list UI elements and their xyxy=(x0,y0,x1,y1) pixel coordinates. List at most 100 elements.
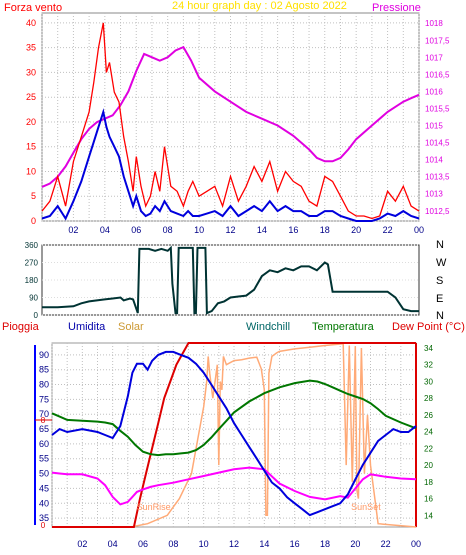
pressure-tick-label: 1017 xyxy=(425,53,443,62)
wind-line xyxy=(41,108,420,222)
compass-label: W xyxy=(436,257,447,269)
x-tick-label: 22 xyxy=(383,225,393,235)
direction-tick-label: 270 xyxy=(25,259,39,268)
temperature-tick-label: 32 xyxy=(424,361,433,370)
temperature-line xyxy=(51,379,417,457)
humidity-tick-label: 40 xyxy=(39,498,49,508)
x-tick-label: 06 xyxy=(138,539,148,549)
chart-title: 24 hour graph day : 02 Agosto 2022 xyxy=(172,0,347,12)
gust-line xyxy=(41,22,420,220)
legend-solar: Solar xyxy=(118,321,144,333)
humidity-temperature-panel: 3540455055606570758085901416182022242628… xyxy=(34,342,433,549)
humidity-tick-label: 90 xyxy=(39,350,49,360)
wind-axis-label: Forza vento xyxy=(4,2,62,14)
rain-line xyxy=(52,342,416,528)
x-tick-label: 04 xyxy=(100,225,110,235)
rain-tick-label: 0 xyxy=(41,521,46,530)
humidity-tick-label: 65 xyxy=(39,424,49,434)
pressure-tick-label: 1015,5 xyxy=(425,104,450,113)
compass-label: E xyxy=(436,293,443,305)
x-tick-label: 14 xyxy=(257,225,267,235)
x-tick-label: 22 xyxy=(381,539,391,549)
legend-windchill: Windchill xyxy=(246,321,290,333)
solar-line xyxy=(52,342,417,528)
wind-tick-label: 35 xyxy=(26,43,36,53)
legend-pioggia: Pioggia xyxy=(2,321,40,333)
rain-tick-label: 8 xyxy=(41,416,46,425)
temperature-tick-label: 20 xyxy=(424,461,433,470)
pressure-tick-label: 1014,5 xyxy=(425,139,450,148)
legend-temperatura: Temperatura xyxy=(312,321,375,333)
humidity-tick-label: 80 xyxy=(39,380,49,390)
pressure-tick-label: 1017,5 xyxy=(425,36,450,45)
x-tick-label: 08 xyxy=(168,539,178,549)
x-tick-label: 14 xyxy=(259,539,269,549)
wind-tick-label: 20 xyxy=(26,117,36,127)
x-tick-label: 12 xyxy=(229,539,239,549)
temperature-tick-label: 22 xyxy=(424,444,433,453)
x-tick-label: 18 xyxy=(320,225,330,235)
x-tick-label: 04 xyxy=(108,539,118,549)
pressure-tick-label: 1014 xyxy=(425,156,443,165)
pressure-tick-label: 1013,5 xyxy=(425,173,450,182)
wind-tick-label: 5 xyxy=(31,191,36,201)
wind-tick-label: 15 xyxy=(26,142,36,152)
humidity-tick-label: 50 xyxy=(39,469,49,479)
compass-label: N xyxy=(436,239,444,251)
direction-tick-label: 0 xyxy=(34,311,39,320)
wind-tick-label: 25 xyxy=(26,92,36,102)
direction-tick-label: 360 xyxy=(25,241,39,250)
wind-tick-label: 10 xyxy=(26,166,36,176)
pressure-tick-label: 1016 xyxy=(425,87,443,96)
temperature-tick-label: 26 xyxy=(424,411,433,420)
humidity-tick-label: 75 xyxy=(39,394,49,404)
wind-tick-label: 0 xyxy=(31,216,36,226)
dew-point-line xyxy=(51,466,417,506)
pressure-tick-label: 1013 xyxy=(425,190,443,199)
x-tick-label: 06 xyxy=(131,225,141,235)
x-tick-label: 08 xyxy=(163,225,173,235)
wind-tick-label: 40 xyxy=(26,18,36,28)
x-tick-label: 02 xyxy=(77,539,87,549)
direction-line xyxy=(42,245,419,315)
x-tick-label: 18 xyxy=(320,539,330,549)
temperature-tick-label: 14 xyxy=(424,511,433,520)
temperature-tick-label: 18 xyxy=(424,478,433,487)
x-tick-label: 02 xyxy=(68,225,78,235)
x-tick-label: 10 xyxy=(199,539,209,549)
humidity-tick-label: 35 xyxy=(39,513,49,523)
compass-label: S xyxy=(436,275,443,287)
x-tick-label: 16 xyxy=(288,225,298,235)
x-tick-label: 10 xyxy=(194,225,204,235)
pressure-tick-label: 1015 xyxy=(425,122,443,131)
temperature-tick-label: 24 xyxy=(424,428,433,437)
compass-label: N xyxy=(436,310,444,322)
humidity-tick-label: 60 xyxy=(39,439,49,449)
humidity-tick-label: 70 xyxy=(39,409,49,419)
pressure-axis-label: Pressione xyxy=(372,2,421,14)
plot-area xyxy=(41,244,420,316)
temperature-tick-label: 30 xyxy=(424,377,433,386)
humidity-line xyxy=(51,350,417,517)
pressure-tick-label: 1016,5 xyxy=(425,70,450,79)
x-tick-label: 16 xyxy=(290,539,300,549)
humidity-tick-label: 55 xyxy=(39,454,49,464)
direction-tick-label: 180 xyxy=(25,276,39,285)
x-tick-label: 20 xyxy=(351,225,361,235)
legend-dew-point: Dew Point (°C) xyxy=(392,321,465,333)
pressure-tick-label: 1012,5 xyxy=(425,207,450,216)
x-tick-label: 20 xyxy=(350,539,360,549)
pressure-line xyxy=(41,45,420,188)
wind-tick-label: 30 xyxy=(26,67,36,77)
sunset-label: SunSet xyxy=(351,502,381,512)
sunrise-label: SunRise xyxy=(137,502,171,512)
temperature-tick-label: 34 xyxy=(424,344,433,353)
legend-umidita: Umidita xyxy=(68,321,106,333)
x-tick-label: 12 xyxy=(225,225,235,235)
pressure-tick-label: 1018 xyxy=(425,19,443,28)
x-tick-label: 00 xyxy=(414,225,424,235)
temperature-tick-label: 28 xyxy=(424,394,433,403)
